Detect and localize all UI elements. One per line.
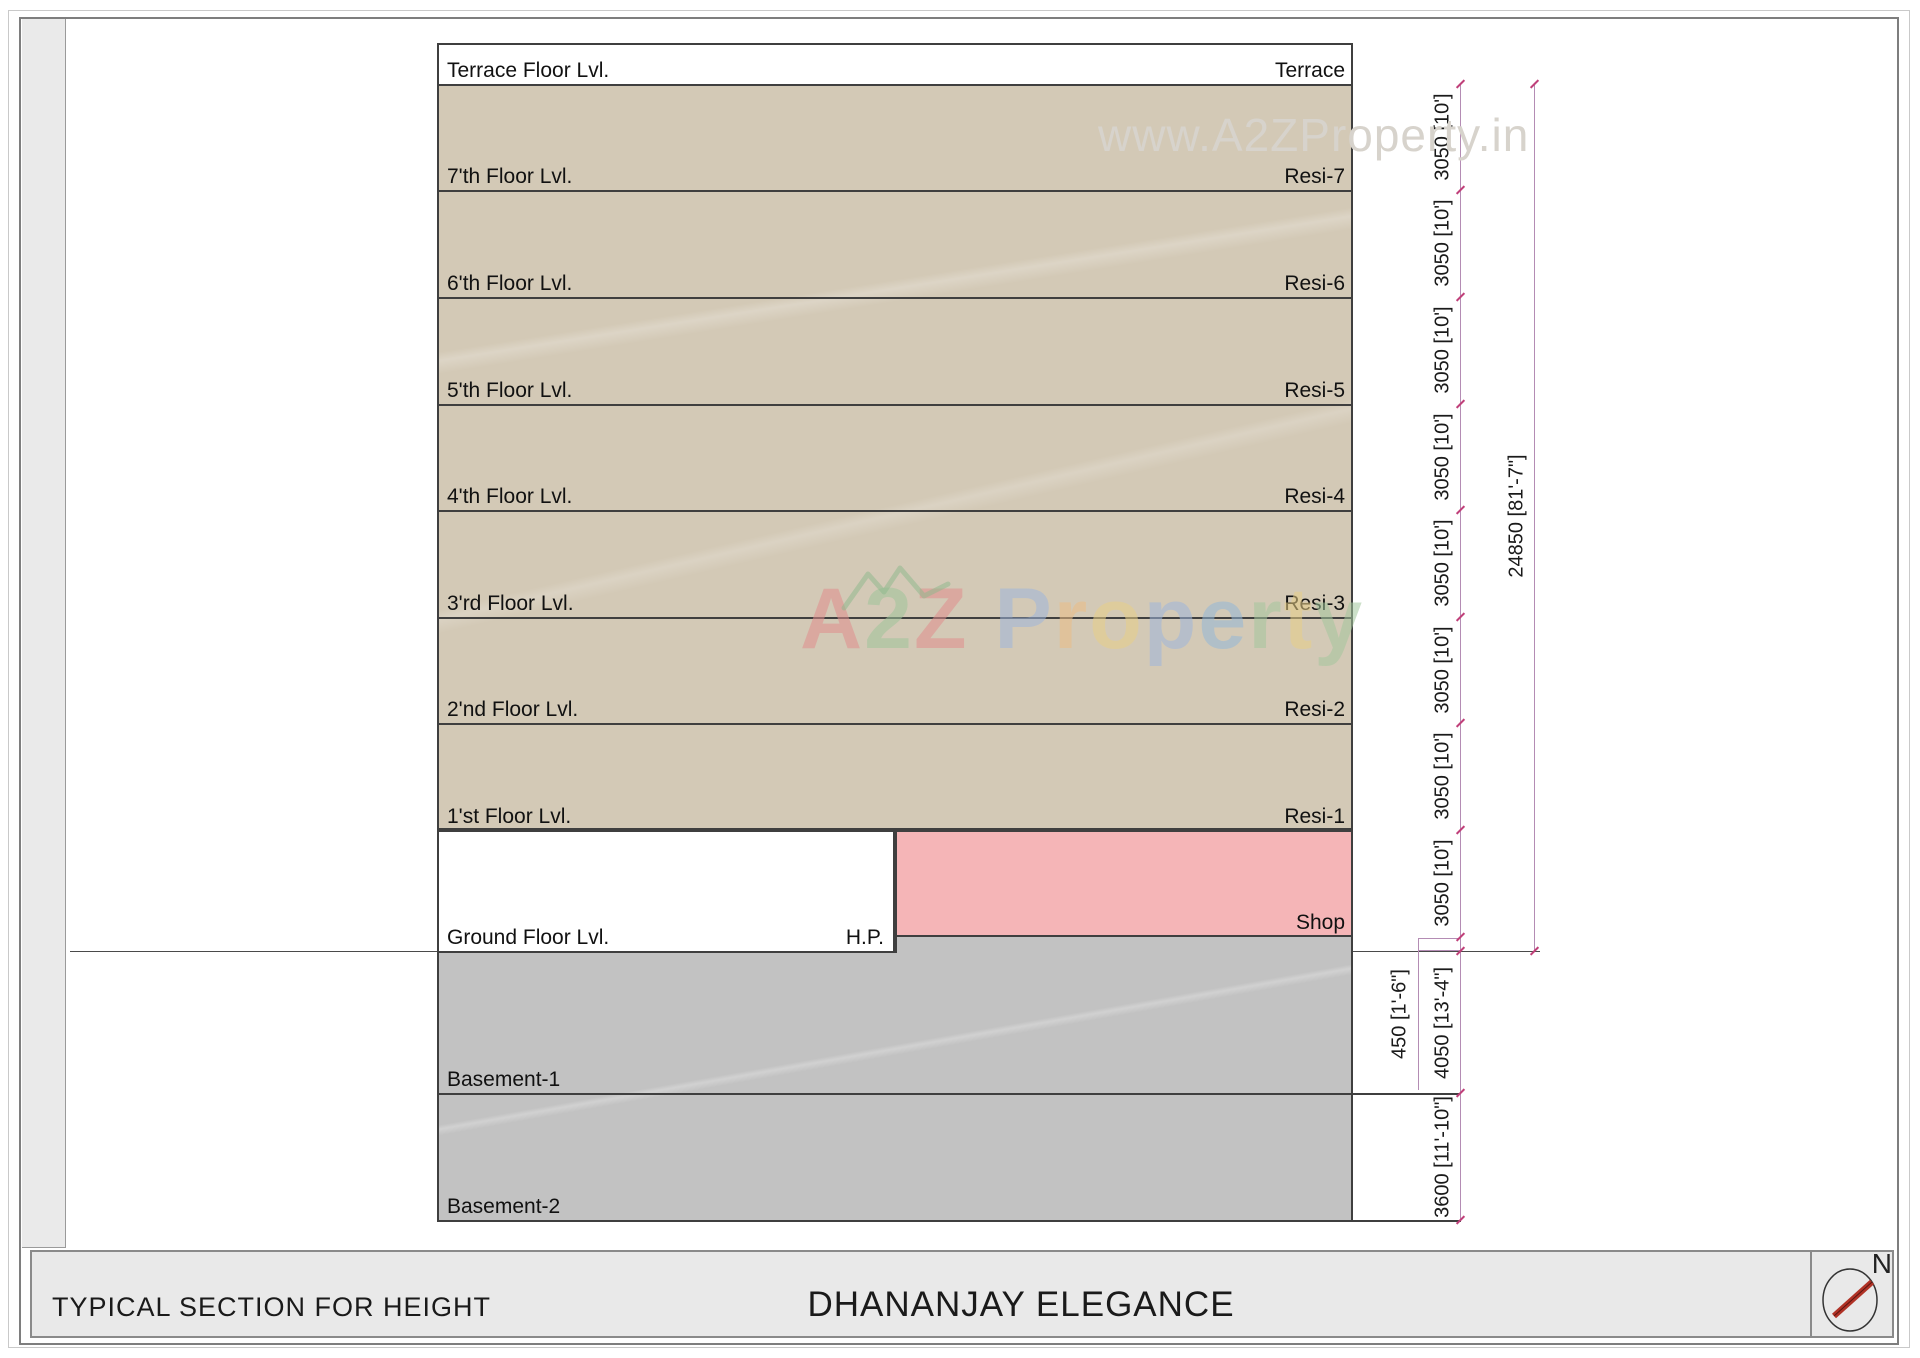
label-resi-1: Resi-1 — [1284, 805, 1345, 828]
label-hp: H.P. — [845, 926, 884, 949]
dim-text-5th-4th: 3050 [10'] — [1431, 413, 1454, 501]
basement-1-line — [437, 1093, 1461, 1095]
drawing-title: TYPICAL SECTION FOR HEIGHT — [52, 1292, 492, 1322]
overall-dimension-line — [1534, 84, 1535, 952]
floor-line-3rd — [439, 617, 1351, 619]
logo-letter: r — [1248, 571, 1284, 667]
project-title: DHANANJAY ELEGANCE — [807, 1285, 1235, 1324]
label-resi-6: Resi-6 — [1284, 272, 1345, 295]
logo-letter: e — [1198, 571, 1249, 667]
north-compass-icon — [1822, 1268, 1878, 1332]
floor-line-7th — [439, 190, 1351, 192]
label-resi-7: Resi-7 — [1284, 165, 1345, 188]
watermark-url: www.A2ZProperty.in — [1098, 109, 1530, 161]
dim-text-basement-2: 3600 [11'-10"] — [1431, 1096, 1454, 1218]
sheet-left-margin-strip — [22, 19, 66, 1248]
logo-letter: o — [1089, 571, 1144, 667]
title-bar — [30, 1250, 1894, 1338]
floor-line-5th — [439, 404, 1351, 406]
terrace-parapet-box — [437, 43, 1353, 84]
floor-line-4th — [439, 510, 1351, 512]
label-2nd-floor: 2'nd Floor Lvl. — [447, 698, 579, 721]
floor-dimension-line — [1460, 84, 1461, 1220]
north-compass-box: N — [1810, 1248, 1894, 1338]
label-7th-floor: 7'th Floor Lvl. — [447, 165, 573, 188]
label-resi-2: Resi-2 — [1284, 698, 1345, 721]
label-resi-3: Resi-3 — [1284, 592, 1345, 615]
logo-letter: P — [994, 571, 1054, 667]
label-terrace-floor: Terrace Floor Lvl. — [447, 59, 610, 82]
ground-floor-open-area — [437, 830, 895, 953]
logo-letter: t — [1283, 571, 1315, 667]
dim-text-basement-1: 4050 [13'-4"] — [1431, 966, 1454, 1080]
north-label: N — [1871, 1248, 1892, 1279]
label-shop: Shop — [1295, 911, 1345, 934]
logo-letter — [969, 571, 995, 667]
dim-text-plinth: 450 [1'-6"] — [1388, 969, 1411, 1059]
dim-text-1st-plinth: 3050 [10'] — [1431, 839, 1454, 927]
dim-text-overall: 24850 [81'-7"] — [1505, 454, 1528, 578]
dim-text-7th-6th: 3050 [10'] — [1431, 199, 1454, 287]
dim-text-4th-3rd: 3050 [10'] — [1431, 519, 1454, 607]
label-basement-2: Basement-2 — [447, 1195, 561, 1218]
plinth-extension-bottom — [1418, 950, 1460, 951]
shop-area — [895, 830, 1353, 937]
label-basement-1: Basement-1 — [447, 1068, 561, 1091]
shop-plinth-fill — [895, 937, 1353, 953]
sheet-main-border — [19, 17, 1899, 1345]
floor-line-2nd — [439, 723, 1351, 725]
label-ground-floor: Ground Floor Lvl. — [447, 926, 610, 949]
logo-letter: r — [1053, 571, 1090, 667]
logo-mountains-icon — [841, 565, 951, 611]
basement-body — [437, 953, 1353, 1222]
plinth-dimension-leader — [1418, 938, 1419, 1090]
logo-letter: p — [1143, 571, 1199, 667]
label-5th-floor: 5'th Floor Lvl. — [447, 379, 573, 402]
residential-floors-body — [437, 84, 1353, 830]
basement-2-line — [437, 1220, 1461, 1222]
dim-text-3rd-2nd: 3050 [10'] — [1431, 626, 1454, 714]
label-4th-floor: 4'th Floor Lvl. — [447, 485, 573, 508]
label-terrace: Terrace — [1274, 59, 1345, 82]
label-3rd-floor: 3'rd Floor Lvl. — [447, 592, 574, 615]
plinth-extension-top — [1418, 938, 1460, 939]
dim-text-2nd-1st: 3050 [10'] — [1431, 732, 1454, 820]
logo-letter: y — [1314, 571, 1365, 667]
logo-letter: A — [800, 571, 865, 667]
label-resi-4: Resi-4 — [1284, 485, 1345, 508]
sheet-outer-border — [8, 10, 1910, 1348]
floor-line-6th — [439, 297, 1351, 299]
label-6th-floor: 6'th Floor Lvl. — [447, 272, 573, 295]
label-1st-floor: 1'st Floor Lvl. — [447, 805, 572, 828]
dim-text-6th-5th: 3050 [10'] — [1431, 306, 1454, 394]
label-resi-5: Resi-5 — [1284, 379, 1345, 402]
watermark-logo: A2Z Property — [800, 570, 1364, 669]
